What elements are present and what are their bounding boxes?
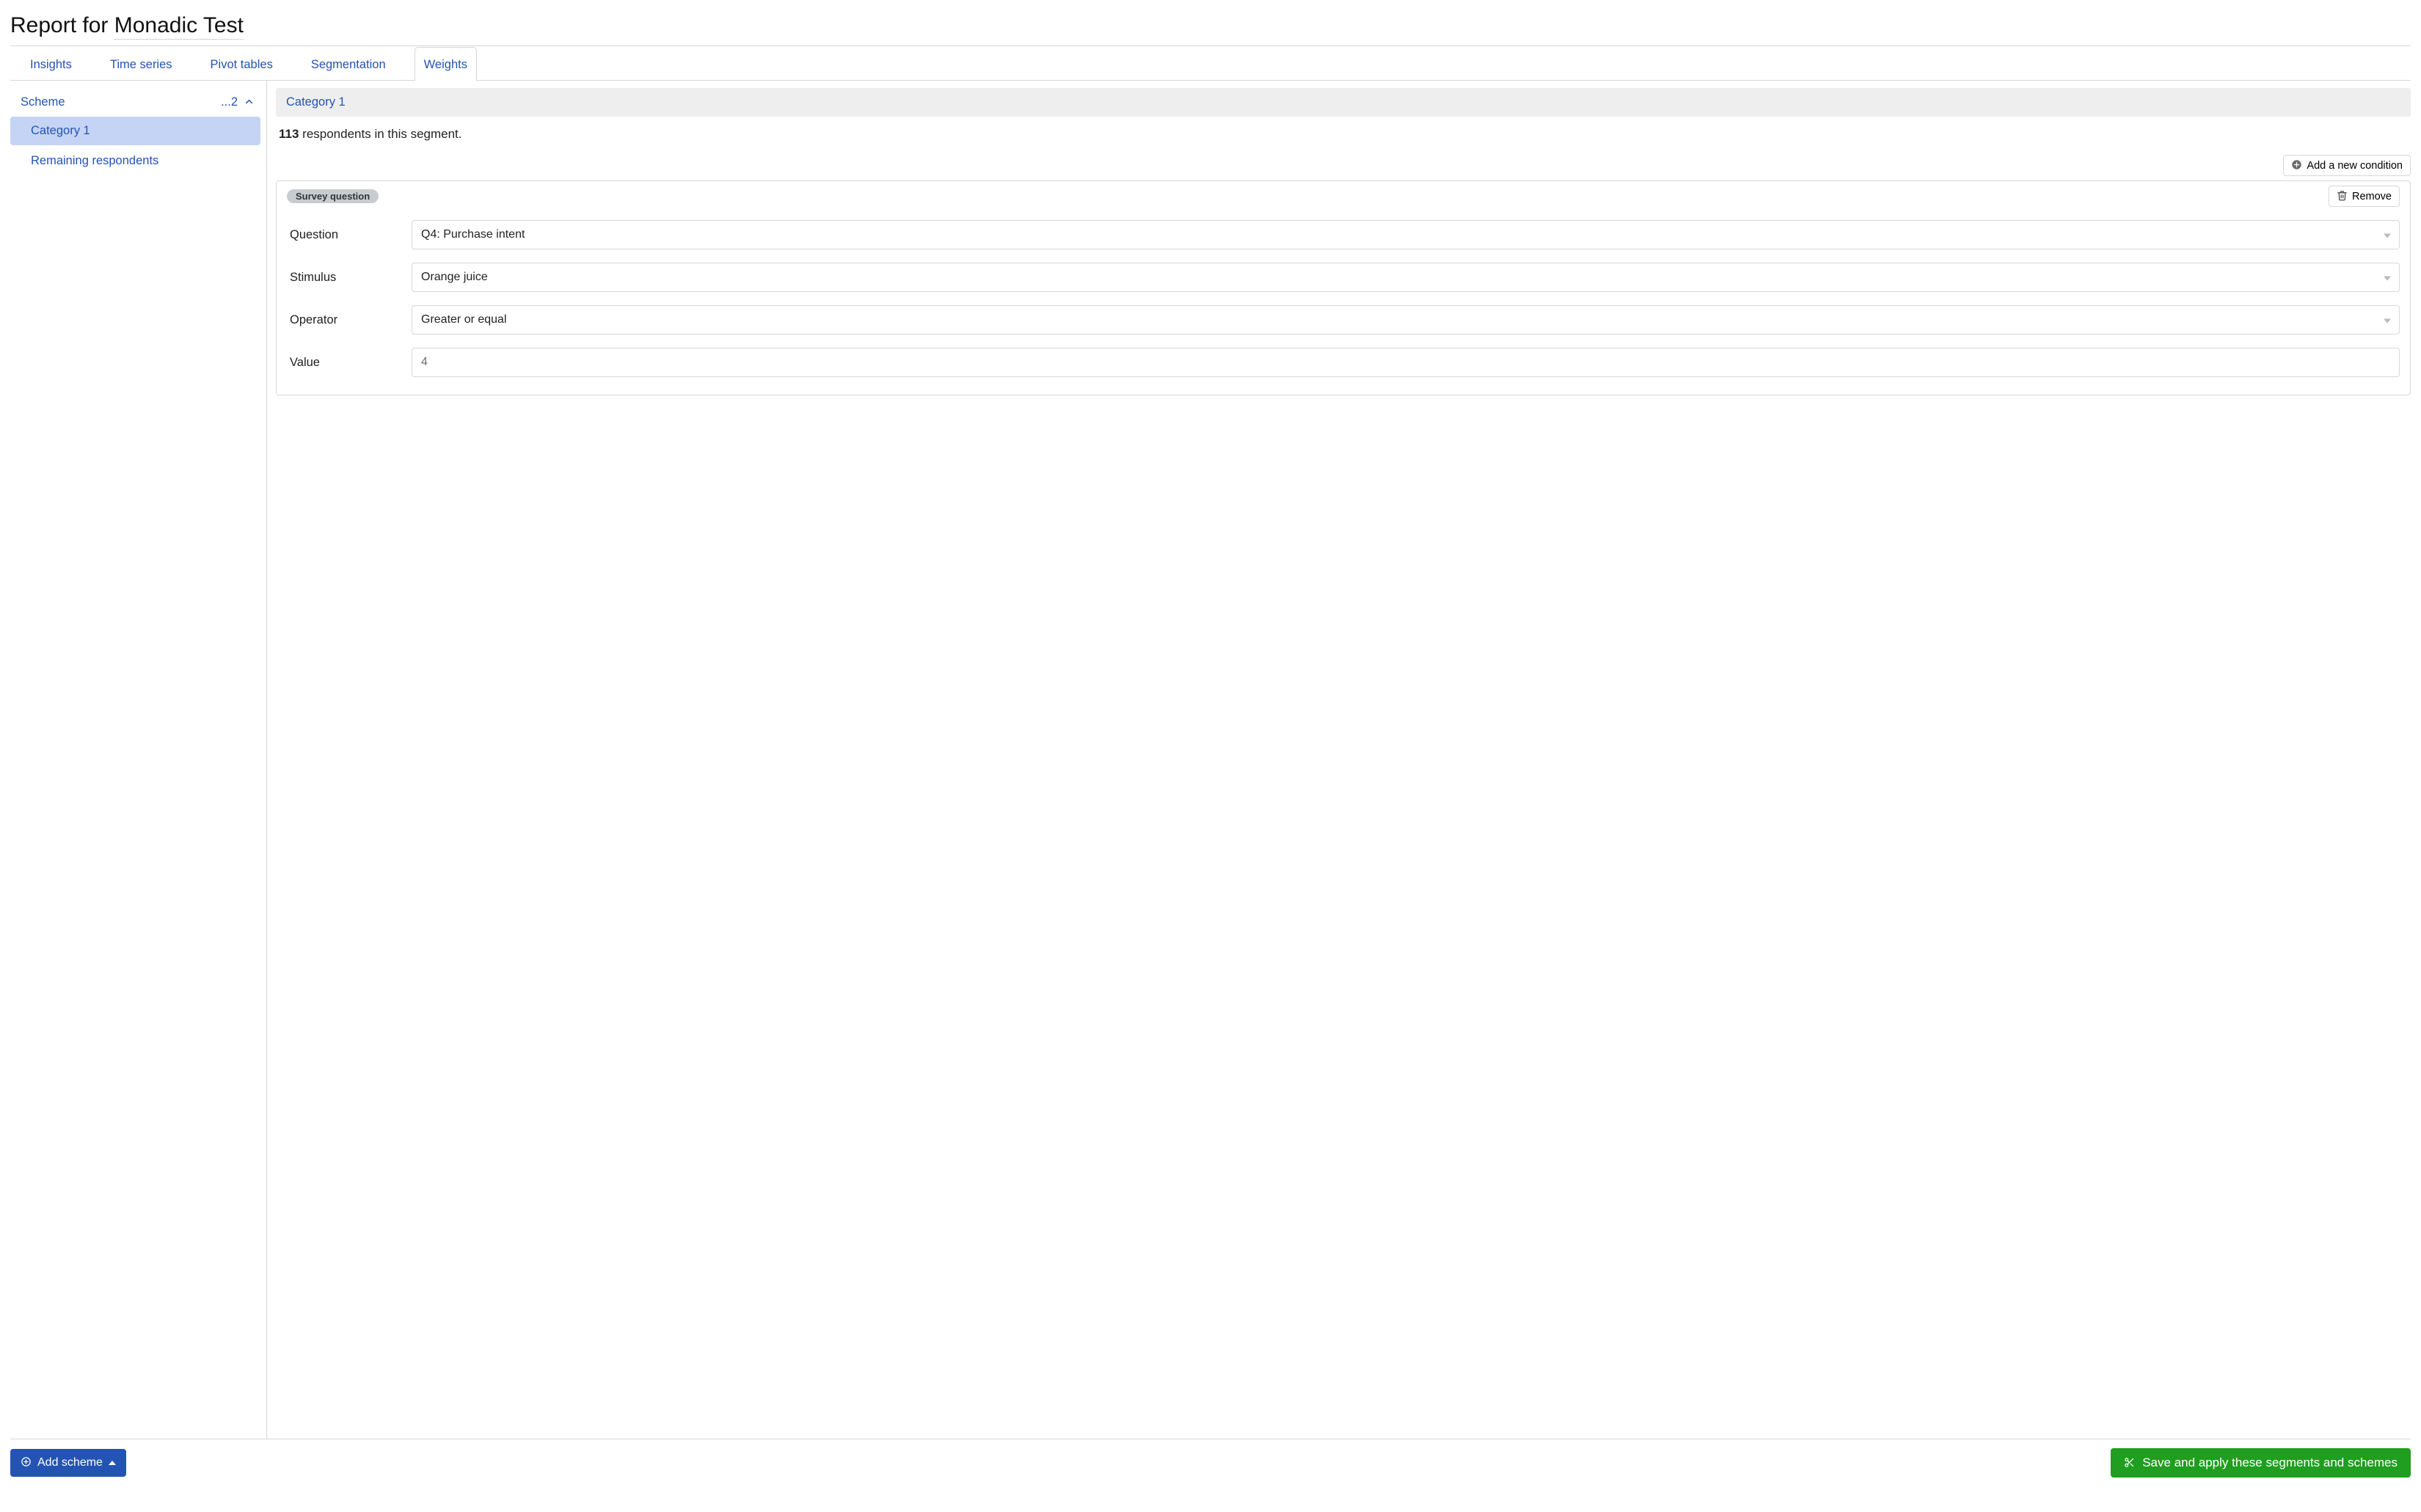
main: Scheme ...2 Category 1 Remaining respond… — [10, 81, 2411, 1439]
sidebar: Scheme ...2 Category 1 Remaining respond… — [10, 81, 267, 1439]
tab-weights[interactable]: Weights — [415, 47, 477, 81]
add-condition-label: Add a new condition — [2307, 160, 2403, 172]
condition-type-badge: Survey question — [287, 189, 379, 203]
plus-circle-icon — [2291, 159, 2302, 172]
plus-circle-icon — [21, 1456, 32, 1469]
tab-pivot-tables[interactable]: Pivot tables — [201, 47, 282, 81]
scheme-header-right: ...2 — [221, 95, 255, 109]
trash-icon — [2337, 190, 2348, 202]
save-apply-button[interactable]: Save and apply these segments and scheme… — [2111, 1448, 2411, 1478]
page-title: Report for Monadic Test — [10, 13, 2421, 38]
scheme-label: Scheme — [21, 95, 65, 109]
row-operator: Operator Greater or equal — [287, 305, 2400, 335]
respondent-summary: 113 respondents in this segment. — [279, 127, 2408, 142]
scheme-header[interactable]: Scheme ...2 — [10, 91, 260, 117]
sidebar-item-remaining[interactable]: Remaining respondents — [10, 147, 260, 175]
label-stimulus: Stimulus — [287, 271, 412, 285]
page-title-editable[interactable]: Monadic Test — [114, 13, 244, 40]
scheme-suffix: ...2 — [221, 95, 238, 109]
select-question[interactable]: Q4: Purchase intent — [412, 220, 2400, 249]
label-question: Question — [287, 228, 412, 242]
add-condition-row: Add a new condition — [276, 155, 2411, 176]
select-operator-value: Greater or equal — [421, 306, 2373, 334]
remove-condition-button[interactable]: Remove — [2329, 186, 2400, 207]
tab-insights[interactable]: Insights — [21, 47, 81, 81]
add-scheme-button[interactable]: Add scheme — [10, 1449, 126, 1477]
scissors-icon — [2124, 1456, 2135, 1470]
row-value: Value — [287, 348, 2400, 377]
select-operator[interactable]: Greater or equal — [412, 305, 2400, 335]
input-value[interactable] — [412, 348, 2400, 377]
row-question: Question Q4: Purchase intent — [287, 220, 2400, 249]
sidebar-item-category-1[interactable]: Category 1 — [10, 117, 260, 145]
condition-card-header: Survey question Remove — [287, 186, 2400, 207]
caret-up-icon — [109, 1461, 116, 1465]
respondent-text: respondents in this segment. — [299, 127, 461, 141]
label-value: Value — [287, 356, 412, 370]
label-operator: Operator — [287, 313, 412, 327]
condition-card: Survey question Remove Question Q4: Purc… — [276, 180, 2411, 395]
chevron-up-icon — [244, 95, 255, 109]
footer: Add scheme Save and apply these segments… — [10, 1439, 2411, 1488]
select-stimulus-value: Orange juice — [421, 263, 2373, 291]
row-stimulus: Stimulus Orange juice — [287, 263, 2400, 292]
page-title-prefix: Report for — [10, 13, 114, 37]
tab-segmentation[interactable]: Segmentation — [302, 47, 395, 81]
tab-time-series[interactable]: Time series — [101, 47, 182, 81]
respondent-count: 113 — [279, 127, 299, 141]
add-scheme-label: Add scheme — [37, 1456, 103, 1469]
category-title-bar: Category 1 — [276, 88, 2411, 117]
save-apply-label: Save and apply these segments and scheme… — [2142, 1456, 2398, 1470]
content: Category 1 113 respondents in this segme… — [267, 81, 2411, 1439]
add-condition-button[interactable]: Add a new condition — [2283, 155, 2411, 176]
tabs: Insights Time series Pivot tables Segmen… — [10, 46, 2411, 81]
select-stimulus[interactable]: Orange juice — [412, 263, 2400, 292]
remove-label: Remove — [2352, 191, 2392, 202]
select-question-value: Q4: Purchase intent — [421, 221, 2373, 249]
